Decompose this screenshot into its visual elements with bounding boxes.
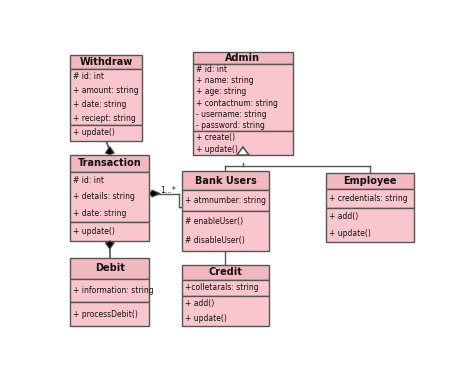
Text: + date: string: + date: string — [73, 209, 127, 218]
Text: + update(): + update() — [73, 227, 115, 236]
Text: # disableUser(): # disableUser() — [185, 237, 245, 245]
Polygon shape — [237, 147, 249, 155]
Bar — [70, 155, 149, 172]
Text: + processDebit(): + processDebit() — [73, 310, 138, 319]
Text: + add(): + add() — [328, 212, 358, 221]
Text: + date: string: + date: string — [73, 100, 127, 109]
Bar — [182, 171, 269, 190]
Text: +colletarals: string: +colletarals: string — [185, 283, 259, 292]
Polygon shape — [150, 190, 160, 197]
Text: Credit: Credit — [209, 267, 242, 277]
Text: # id: int: # id: int — [196, 65, 227, 74]
Bar — [326, 208, 414, 242]
Bar — [70, 258, 149, 279]
Text: + credentials: string: + credentials: string — [328, 194, 407, 203]
Text: Bank Users: Bank Users — [195, 176, 256, 185]
Text: + update(): + update() — [328, 229, 370, 238]
Text: Admin: Admin — [226, 53, 260, 63]
Text: + contactnum: string: + contactnum: string — [196, 99, 278, 108]
Bar — [70, 302, 149, 326]
Text: + update(): + update() — [185, 314, 227, 323]
Text: + information: string: + information: string — [73, 286, 154, 295]
Text: + create(): + create() — [196, 133, 236, 142]
Text: + amount: string: + amount: string — [73, 86, 139, 95]
Bar — [193, 131, 292, 155]
Bar — [193, 52, 292, 64]
Polygon shape — [105, 147, 114, 155]
Text: # enableUser(): # enableUser() — [185, 217, 243, 226]
Text: Transaction: Transaction — [78, 158, 142, 168]
Text: Debit: Debit — [95, 264, 125, 273]
Text: + add(): + add() — [185, 299, 215, 308]
Text: + name: string: + name: string — [196, 76, 254, 85]
Text: - password: string: - password: string — [196, 121, 265, 130]
Bar — [70, 55, 142, 69]
Bar — [326, 173, 414, 189]
Text: + update(): + update() — [196, 145, 238, 154]
Text: Withdraw: Withdraw — [80, 57, 133, 67]
Text: 1...*: 1...* — [160, 186, 176, 195]
Text: + atmnumber: string: + atmnumber: string — [185, 196, 266, 205]
Text: + details: string: + details: string — [73, 193, 135, 202]
Bar — [182, 211, 269, 251]
Bar — [70, 279, 149, 302]
Bar — [70, 69, 142, 125]
Text: Employee: Employee — [343, 176, 396, 186]
Bar — [182, 280, 269, 296]
Bar — [70, 172, 149, 222]
Text: - username: string: - username: string — [196, 110, 267, 119]
Bar — [182, 190, 269, 211]
Text: + age: string: + age: string — [196, 88, 246, 97]
Text: # id: int: # id: int — [73, 72, 104, 81]
Bar — [70, 125, 142, 141]
Bar — [182, 265, 269, 280]
Bar — [182, 296, 269, 326]
Bar — [70, 222, 149, 241]
Text: + reciept: string: + reciept: string — [73, 114, 136, 123]
Text: # id: int: # id: int — [73, 176, 104, 185]
Text: + update(): + update() — [73, 128, 115, 137]
Bar — [193, 64, 292, 131]
Bar — [326, 189, 414, 208]
Polygon shape — [105, 241, 114, 249]
